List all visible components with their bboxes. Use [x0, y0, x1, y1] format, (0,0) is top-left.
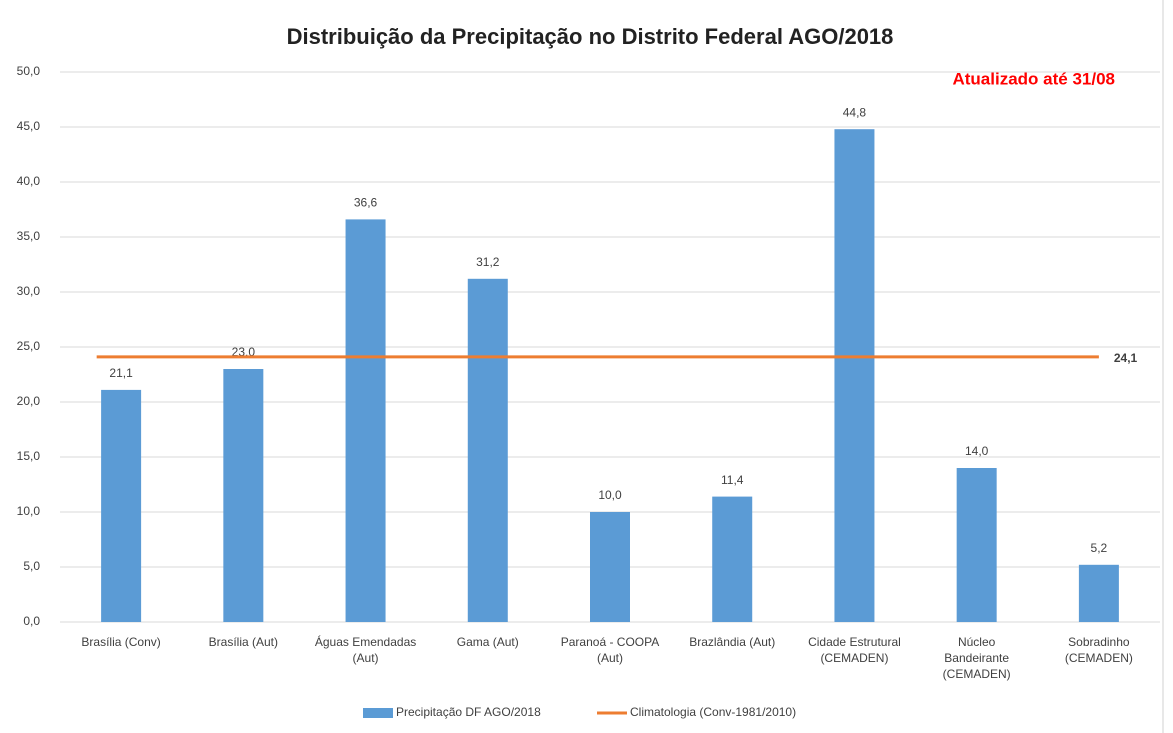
- x-tick-label: Brasília (Conv): [81, 635, 161, 649]
- x-tick-label: Núcleo Bandeirante (CEMADEN): [942, 635, 1011, 681]
- y-tick-label: 30,0: [17, 284, 41, 298]
- bar: [712, 496, 753, 622]
- y-tick-label: 20,0: [17, 394, 41, 408]
- y-tick-label: 15,0: [17, 449, 41, 463]
- x-tick-label: Cidade Estrutural (CEMADEN): [808, 635, 901, 665]
- y-tick-label: 5,0: [23, 559, 40, 573]
- x-tick-label: Brazlândia (Aut): [689, 635, 776, 649]
- bar: [101, 389, 142, 622]
- x-tick-label: Sobradinho (CEMADEN): [1064, 635, 1133, 665]
- y-tick-label: 10,0: [17, 504, 41, 518]
- data-label: 11,4: [721, 473, 744, 487]
- y-tick-label: 25,0: [17, 339, 41, 353]
- data-label: 31,2: [476, 255, 500, 269]
- chart-title: Distribuição da Precipitação no Distrito…: [287, 24, 894, 49]
- reference-label: 24,1: [1114, 351, 1138, 365]
- bar: [223, 369, 264, 622]
- data-label: 5,2: [1091, 541, 1108, 555]
- y-tick-label: 50,0: [17, 64, 41, 78]
- y-tick-label: 35,0: [17, 229, 41, 243]
- bar: [590, 512, 630, 622]
- x-tick-label: Paranoá - COOPA (Aut): [560, 635, 660, 665]
- legend-label: Precipitação DF AGO/2018: [396, 705, 541, 719]
- bar: [345, 219, 386, 622]
- y-tick-label: 0,0: [23, 614, 40, 628]
- legend-swatch: [363, 708, 393, 718]
- data-label: 44,8: [843, 105, 867, 119]
- y-tick-label: 45,0: [17, 119, 41, 133]
- bar: [467, 278, 508, 622]
- x-tick-label: Águas Emendadas (Aut): [314, 635, 417, 665]
- data-label: 14,0: [965, 444, 989, 458]
- data-label: 21,1: [109, 366, 133, 380]
- x-tick-label: Brasília (Aut): [208, 635, 278, 649]
- data-label: 36,6: [354, 196, 378, 210]
- data-label: 10,0: [598, 488, 622, 502]
- bar: [1078, 564, 1119, 622]
- bar: [834, 129, 875, 622]
- y-tick-label: 40,0: [17, 174, 41, 188]
- annotation: Atualizado até 31/08: [952, 69, 1115, 88]
- x-tick-label: Gama (Aut): [456, 635, 519, 649]
- bar: [956, 468, 997, 622]
- legend-label: Climatologia (Conv-1981/2010): [630, 705, 796, 719]
